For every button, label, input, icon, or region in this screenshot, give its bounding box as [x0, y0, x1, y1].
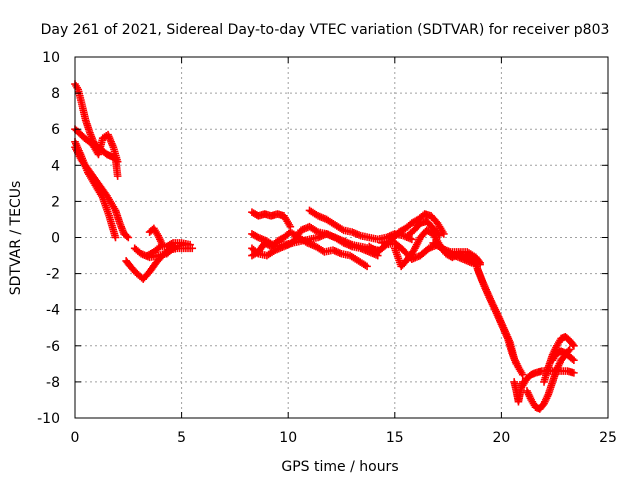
data-segment	[248, 208, 295, 231]
y-tick-label: -8	[46, 375, 60, 391]
x-tick-label: 5	[177, 430, 186, 446]
data-point-plus	[158, 240, 167, 249]
y-tick-label: -2	[46, 267, 60, 283]
data-segment	[474, 266, 527, 379]
data-segment	[145, 224, 167, 249]
y-tick-label: 2	[51, 194, 60, 210]
data-marks	[71, 80, 578, 413]
y-tick-label: -4	[46, 303, 60, 319]
axes: 0 5 10 15 20 25 -10 -8 -6 -4 -2 0 2 4 6 8 10	[37, 50, 617, 446]
y-tick-label: 0	[51, 231, 60, 247]
y-tick-label: 6	[51, 122, 60, 138]
chart-title: Day 261 of 2021, Sidereal Day-to-day VTE…	[41, 22, 610, 38]
data-segment	[548, 347, 578, 365]
data-segment	[130, 240, 188, 262]
data-point-plus	[113, 157, 122, 166]
y-tick-label: 8	[51, 86, 60, 102]
data-point-plus	[476, 258, 484, 267]
data-segment	[71, 143, 133, 242]
data-point-plus	[570, 369, 578, 377]
y-axis-label: SDTVAR / TECUs	[8, 181, 24, 296]
y-tick-label: 4	[51, 158, 60, 174]
data-point-plus	[518, 370, 527, 379]
data-point-plus	[565, 345, 574, 354]
data-point-plus	[570, 356, 578, 365]
data-point-plus	[286, 222, 295, 231]
data-point-plus	[186, 240, 194, 249]
data-point-plus	[435, 231, 444, 240]
data-segment	[429, 239, 484, 267]
x-axis-label: GPS time / hours	[281, 459, 398, 475]
data-segment	[403, 217, 444, 240]
x-tick-label: 0	[71, 430, 80, 446]
data-segment	[248, 222, 382, 260]
data-point-plus	[111, 233, 120, 242]
x-tick-label: 25	[599, 430, 617, 446]
y-tick-label: 10	[42, 50, 60, 66]
y-tick-label: -10	[37, 411, 60, 427]
x-tick-label: 10	[279, 430, 297, 446]
x-tick-label: 20	[492, 430, 510, 446]
data-point-plus	[570, 342, 578, 350]
data-point-plus	[124, 233, 133, 242]
data-point-plus	[179, 240, 188, 249]
data-point-plus	[363, 262, 371, 271]
data-point-plus	[408, 235, 416, 244]
x-tick-label: 15	[386, 430, 404, 446]
y-tick-label: -6	[46, 339, 60, 355]
data-point-plus	[113, 172, 122, 180]
